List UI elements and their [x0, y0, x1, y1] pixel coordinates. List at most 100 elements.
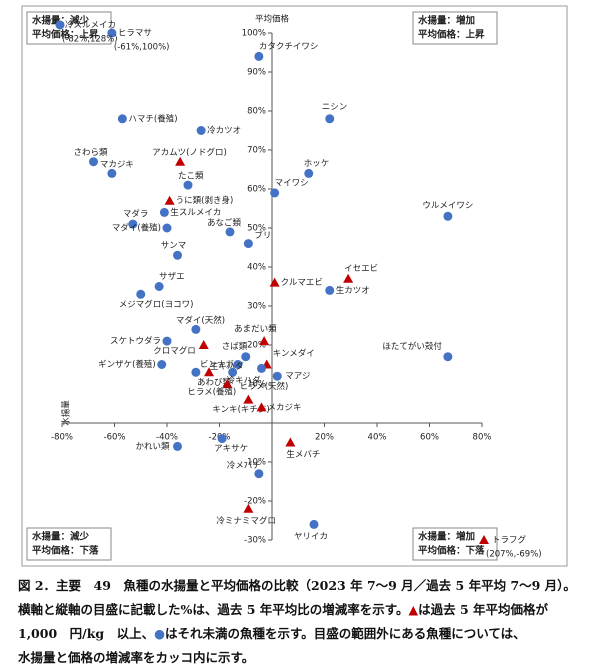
point-circle [272, 371, 282, 381]
y-tick-label: -30% [244, 536, 266, 546]
point-circle [89, 157, 98, 167]
off-scale-note: (-61%,100%) [114, 43, 170, 53]
point-label: さば類 [222, 341, 248, 352]
point-circle [325, 114, 335, 124]
quadrant-text: 平均価格：上昇 [32, 29, 99, 41]
point-triangle [243, 394, 254, 404]
point-label: あわび類 [197, 377, 232, 388]
point-circle [257, 363, 266, 373]
x-tick-label: -40% [156, 433, 178, 443]
point-label: ヒラメ(天然) [240, 381, 289, 392]
point-triangle [164, 195, 175, 205]
y-tick-label: 10% [247, 380, 266, 390]
point-circle [225, 227, 235, 237]
quadrant-frame [26, 11, 112, 45]
quadrant-frame [412, 11, 498, 45]
y-tick-label: 40% [247, 263, 266, 273]
x-tick-label: -80% [51, 433, 73, 443]
point-label: イセエビ [344, 264, 378, 274]
quadrant-text: 水揚量：増加 [418, 531, 475, 543]
point-circle [270, 188, 280, 198]
point-circle [233, 360, 243, 369]
point-triangle [243, 503, 254, 513]
point-circle [117, 114, 127, 124]
point-label: 冷カツオ [207, 125, 241, 136]
point-circle [243, 239, 253, 249]
point-label: 冷ミナミマグロ [216, 515, 276, 526]
quadrant-text: 水揚量：減少 [32, 15, 90, 27]
x-tick-label: 40% [368, 433, 387, 443]
point-label: マダラ [123, 209, 149, 220]
point-label: メジマグロ(ヨコワ) [119, 299, 194, 310]
point-label: ニシン [322, 102, 348, 112]
point-label: かれい類 [135, 441, 170, 452]
y-tick-label: 20% [247, 341, 266, 351]
point-circle [173, 441, 182, 451]
x-tick-label: 80% [473, 433, 492, 443]
point-label: ヤリイカ [294, 532, 328, 542]
point-triangle [222, 379, 233, 388]
y-tick-label: 30% [247, 302, 266, 312]
point-label: クルマエビ [281, 278, 323, 288]
point-label: アカムツ(ノドグロ) [152, 147, 227, 158]
point-circle [228, 367, 238, 377]
caption: 図 2．主要 49 魚種の水揚量と平均価格の比較（2023 年 7～9 月／過去… [18, 574, 583, 670]
point-label: クロマグロ [153, 346, 196, 357]
point-circle [173, 250, 182, 260]
point-label: ウルメイワシ [422, 201, 473, 211]
point-triangle [175, 156, 186, 166]
point-circle [443, 352, 453, 362]
point-label: さわら類 [74, 147, 109, 158]
point-triangle [269, 277, 280, 287]
point-label: あなご類 [207, 217, 242, 228]
quadrant-text: 水揚量：増加 [418, 15, 475, 27]
point-label: サザエ [159, 272, 185, 282]
caption-text: 水揚量と価格の増減率をカッコ内に示す。 [18, 650, 255, 665]
y-axis-title: 平均価格 [255, 14, 290, 25]
caption-text: ▲ [408, 602, 419, 617]
point-circle [217, 434, 227, 444]
point-label: 冷メバチ [227, 460, 261, 471]
point-label: ブリ [254, 230, 271, 241]
point-label: 生キハダ [210, 361, 245, 372]
caption-line: 1,000 円/kg 以上、●はそれ未満の魚種を示す。目盛の範囲外にある魚種につ… [18, 622, 583, 646]
point-triangle [479, 535, 489, 544]
point-label: マダイ(養殖) [112, 223, 161, 234]
point-label: サンマ [161, 241, 187, 251]
point-circle [154, 282, 164, 291]
point-circle [241, 352, 251, 362]
quadrant-frame [26, 527, 112, 561]
point-label: トラフグ [492, 535, 527, 546]
point-label: あまだい類 [234, 324, 277, 335]
point-label: ヒラメ(養殖) [187, 387, 236, 398]
point-label: メカジキ [268, 403, 302, 413]
quadrant-text: 平均価格：下落 [418, 545, 485, 557]
point-circle [254, 51, 264, 61]
point-label: たこ類 [178, 171, 204, 182]
y-tick-label: 100% [242, 29, 266, 39]
point-circle [196, 126, 206, 135]
point-label: ビンナガ [200, 359, 235, 370]
quadrant-text: 平均価格：下落 [32, 545, 99, 557]
point-circle [107, 28, 117, 38]
quadrant-text: 水揚量：減少 [32, 531, 90, 543]
point-label: 生スルメイカ [170, 207, 221, 218]
point-circle [443, 211, 453, 221]
point-label: マアジ [285, 372, 310, 382]
y-tick-label: 80% [247, 107, 266, 117]
point-circle [136, 289, 146, 299]
point-label: ギンザケ(養殖) [98, 359, 156, 370]
x-tick-label: 60% [420, 433, 439, 443]
off-scale-note: (207%,-69%) [486, 550, 542, 560]
quadrant-text: 平均価格：上昇 [418, 29, 485, 41]
off-scale-note: (-82%,128%) [62, 35, 118, 45]
y-tick-label: 50% [247, 224, 266, 234]
point-triangle [343, 273, 354, 283]
point-circle [159, 207, 169, 217]
x-axis-title: 水揚量 [61, 400, 72, 426]
point-circle [254, 469, 264, 479]
caption-text: ● [154, 626, 166, 641]
caption-text: はそれ未満の魚種を示す。目盛の範囲外にある魚種については、 [165, 626, 526, 641]
